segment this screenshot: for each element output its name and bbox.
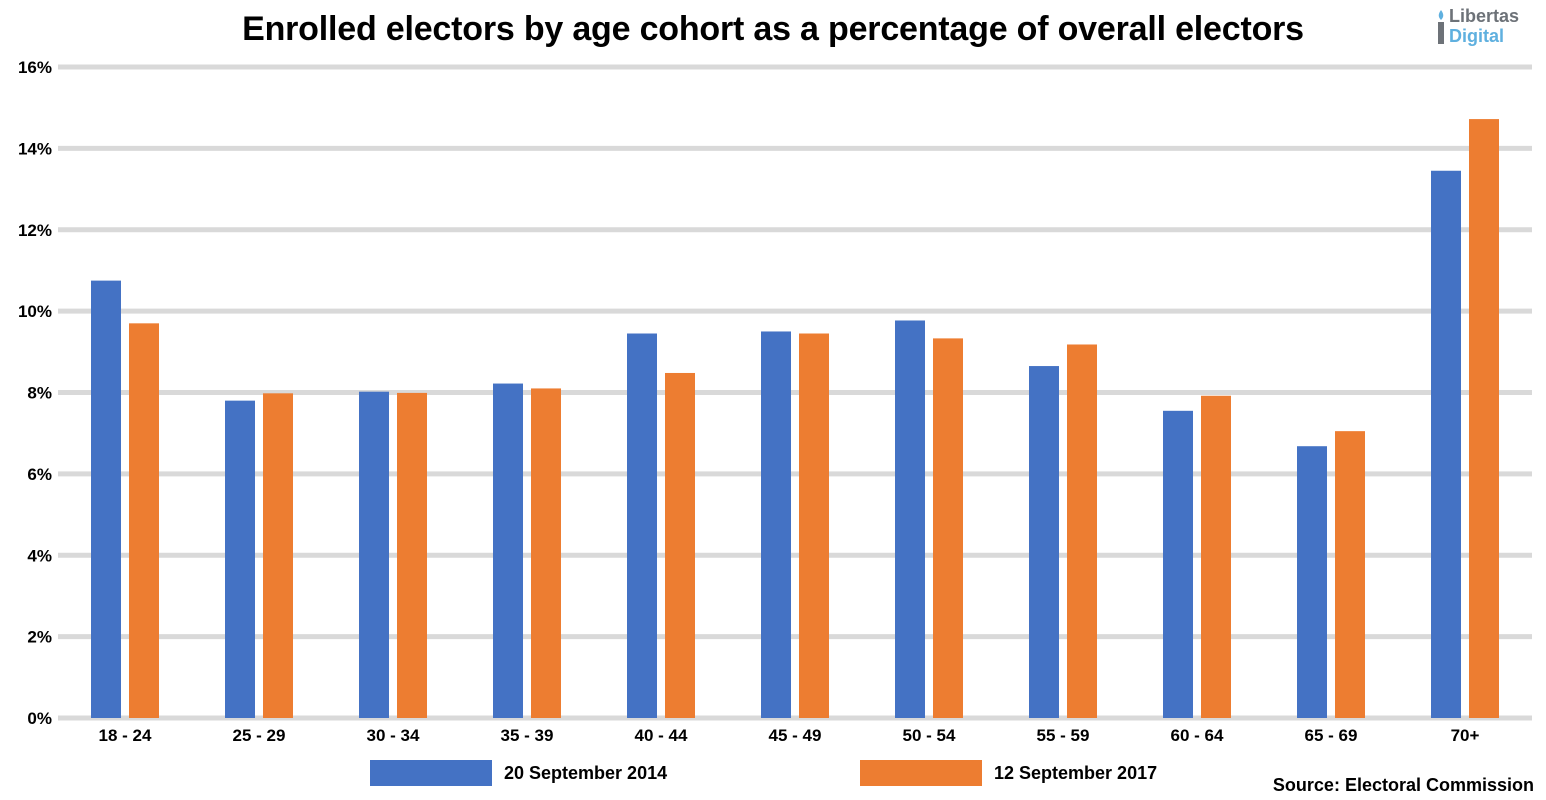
bar-2017-30-34	[397, 392, 427, 718]
libertas-digital-logo: Libertas Digital	[1436, 4, 1536, 48]
y-tick-label: 2%	[27, 628, 52, 647]
bar-2014-60-64	[1163, 410, 1193, 718]
x-tick-label: 65 - 69	[1305, 726, 1358, 745]
x-tick-label: 35 - 39	[501, 726, 554, 745]
bar-2014-18-24	[91, 280, 121, 718]
x-tick-label: 55 - 59	[1037, 726, 1090, 745]
bar-2017-70+	[1469, 119, 1499, 718]
y-tick-label: 10%	[18, 302, 52, 321]
bar-2014-55-59	[1029, 366, 1059, 718]
bar-2017-65-69	[1335, 431, 1365, 718]
bar-2014-70+	[1431, 170, 1461, 719]
x-tick-label: 60 - 64	[1171, 726, 1224, 745]
x-tick-label: 50 - 54	[903, 726, 956, 745]
legend-swatch-2017	[860, 760, 982, 786]
x-tick-label: 40 - 44	[635, 726, 688, 745]
legend-label-2017: 12 September 2017	[994, 762, 1158, 783]
bar-2014-45-49	[761, 331, 791, 718]
bar-2017-60-64	[1201, 395, 1231, 718]
bar-2014-65-69	[1297, 446, 1327, 718]
x-tick-label: 30 - 34	[367, 726, 420, 745]
bar-2014-30-34	[359, 391, 389, 718]
bar-2014-50-54	[895, 320, 925, 718]
bar-2014-25-29	[225, 400, 255, 718]
y-tick-label: 0%	[27, 709, 52, 728]
y-tick-label: 6%	[27, 465, 52, 484]
legend-label-2014: 20 September 2014	[504, 762, 668, 783]
y-tick-label: 12%	[18, 221, 52, 240]
legend-swatch-2014	[370, 760, 492, 786]
source-note: Source: Electoral Commission	[1272, 775, 1534, 795]
logo-torch-icon	[1438, 10, 1444, 44]
bar-2014-40-44	[627, 333, 657, 718]
bar-2014-35-39	[493, 383, 523, 718]
y-tick-label: 16%	[18, 58, 52, 77]
logo-line1: Libertas	[1449, 6, 1520, 26]
y-tick-label: 4%	[27, 546, 52, 565]
legend-item-2017: 12 September 2017	[860, 760, 1157, 786]
y-tick-label: 8%	[27, 384, 52, 403]
bar-2017-25-29	[263, 393, 293, 718]
bar-2017-55-59	[1067, 344, 1097, 718]
x-tick-label: 70+	[1451, 726, 1480, 745]
x-tick-label: 45 - 49	[769, 726, 822, 745]
bar-2017-35-39	[531, 388, 561, 718]
bar-2017-50-54	[933, 338, 963, 718]
x-tick-label: 18 - 24	[99, 726, 152, 745]
chart-title: Enrolled electors by age cohort as a per…	[242, 10, 1304, 48]
logo-line2: Digital	[1449, 26, 1505, 46]
x-tick-label: 25 - 29	[233, 726, 286, 745]
y-tick-label: 14%	[18, 139, 52, 158]
bar-2017-18-24	[129, 323, 159, 718]
legend-item-2014: 20 September 2014	[370, 760, 667, 786]
bar-2017-40-44	[665, 372, 695, 718]
bar-2017-45-49	[799, 333, 829, 718]
